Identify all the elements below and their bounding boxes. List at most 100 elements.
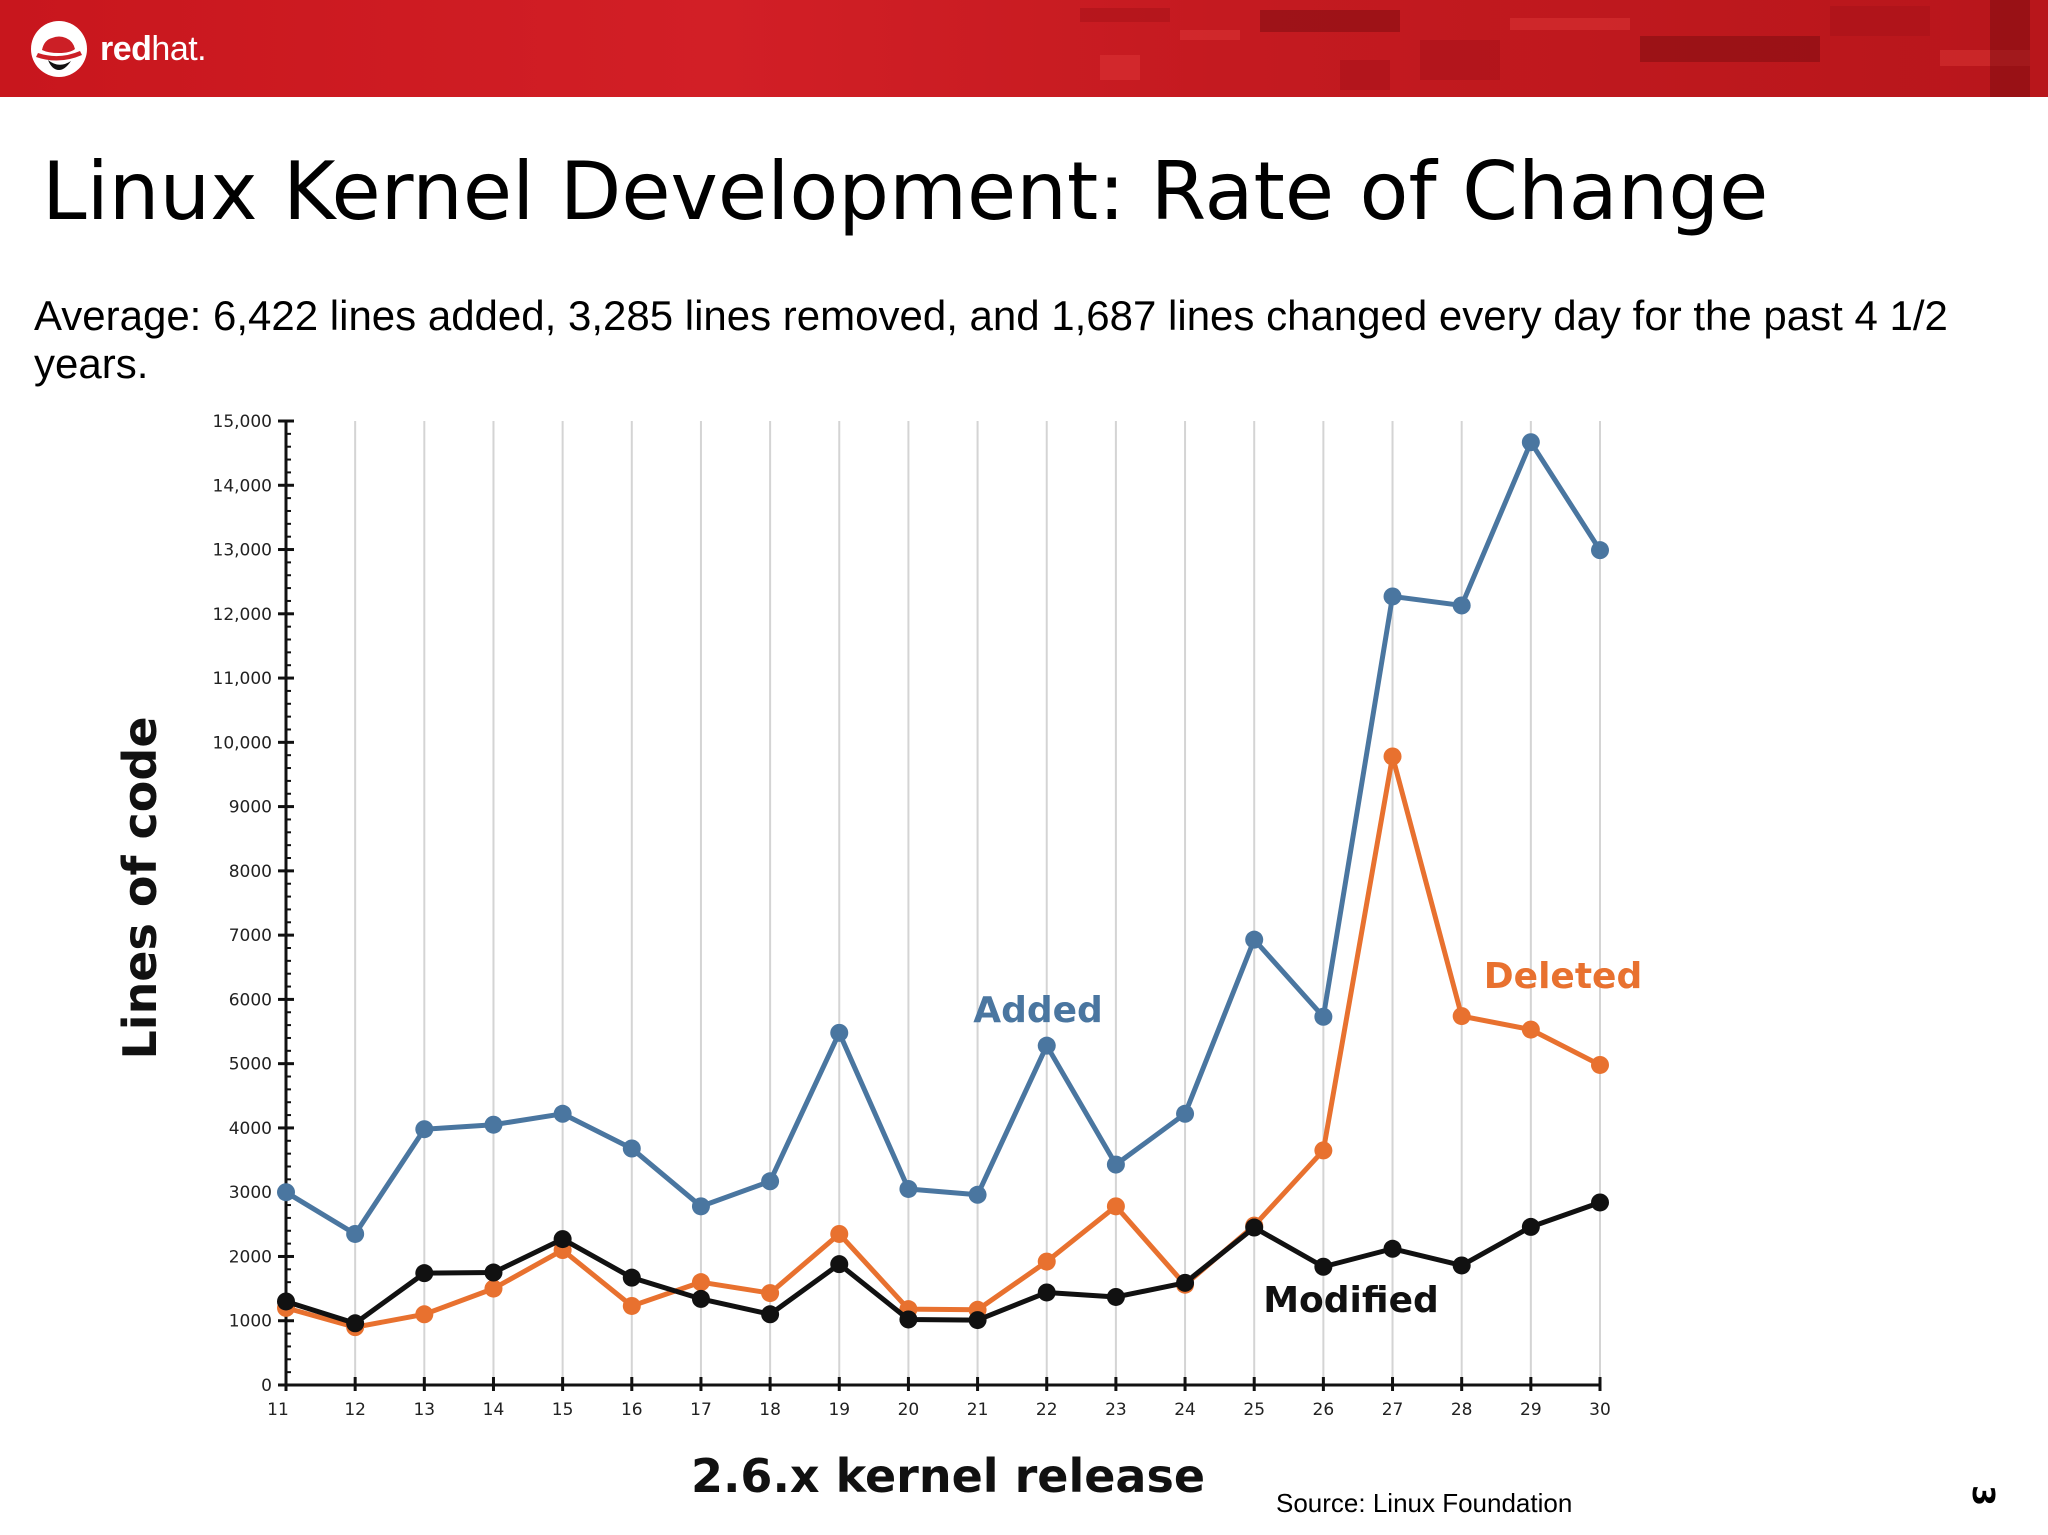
x-tick-label: 28 [1451, 1400, 1473, 1420]
data-point-deleted [830, 1224, 849, 1243]
data-point-modified [346, 1314, 365, 1333]
data-point-added [968, 1185, 987, 1204]
data-point-modified [1383, 1239, 1402, 1258]
redhat-logo: redhat. [30, 20, 207, 78]
data-point-added [346, 1224, 365, 1243]
data-point-added [553, 1104, 572, 1123]
y-tick-label: 0 [261, 1376, 272, 1396]
x-tick-label: 26 [1313, 1400, 1335, 1420]
data-point-deleted [1452, 1007, 1471, 1026]
data-point-added [484, 1115, 503, 1134]
data-point-modified [622, 1268, 641, 1287]
data-point-modified [1452, 1256, 1471, 1275]
y-tick-label: 13,000 [213, 541, 272, 561]
source-note: Source: Linux Foundation [1276, 1488, 1573, 1518]
data-point-modified [1591, 1193, 1609, 1212]
data-point-added [1314, 1007, 1333, 1026]
data-point-added [1037, 1036, 1056, 1055]
data-point-modified [1037, 1283, 1056, 1302]
data-point-deleted [1037, 1252, 1056, 1271]
data-point-deleted [761, 1284, 780, 1303]
data-point-modified [830, 1255, 849, 1274]
data-point-deleted [1314, 1141, 1333, 1160]
data-point-added [1245, 930, 1264, 949]
y-tick-label: 2000 [229, 1247, 272, 1267]
y-tick-label: 14,000 [213, 476, 272, 496]
x-tick-label: 27 [1382, 1400, 1404, 1420]
y-tick-label: 10,000 [213, 733, 272, 753]
y-tick-label: 9000 [229, 798, 272, 818]
data-point-modified [484, 1263, 503, 1282]
y-tick-label: 6000 [229, 990, 272, 1010]
series-line-modified [285, 1200, 1601, 1326]
data-point-modified [691, 1289, 710, 1308]
data-point-added [622, 1139, 641, 1158]
x-tick-label: 30 [1589, 1400, 1611, 1420]
data-point-modified [415, 1264, 434, 1283]
slide-title: Linux Kernel Development: Rate of Change [42, 145, 1769, 238]
redhat-shadowman-icon [31, 21, 87, 77]
data-point-added [1452, 596, 1471, 615]
y-tick-label: 1000 [229, 1312, 272, 1332]
data-point-added [761, 1172, 780, 1191]
data-point-modified [277, 1292, 295, 1311]
brand-text-bold: red [100, 29, 152, 68]
y-tick-label: 3000 [229, 1183, 272, 1203]
data-point-added [830, 1023, 849, 1042]
data-point-added [1521, 433, 1540, 452]
data-point-deleted [484, 1279, 503, 1298]
y-tick-label: 12,000 [213, 605, 272, 625]
data-point-added [691, 1197, 710, 1216]
data-point-deleted [1521, 1020, 1540, 1039]
data-point-modified [1314, 1257, 1333, 1276]
page-number: 3 [1964, 1485, 2000, 1506]
x-axis-label: 2.6.x kernel release [691, 1449, 1205, 1503]
x-tick-label: 13 [413, 1400, 435, 1420]
x-tick-label: 20 [898, 1400, 920, 1420]
y-tick-label: 11,000 [213, 669, 272, 689]
data-point-deleted [622, 1296, 641, 1315]
data-point-modified [1176, 1273, 1195, 1292]
brand-text-light: hat. [151, 29, 207, 68]
series-label-added: Added [973, 990, 1103, 1031]
y-tick-label: 15,000 [213, 412, 272, 432]
x-tick-label: 24 [1174, 1400, 1196, 1420]
data-point-added [1176, 1104, 1195, 1123]
data-point-modified [1245, 1218, 1264, 1237]
data-point-deleted [415, 1305, 434, 1324]
data-point-modified [761, 1305, 780, 1324]
y-tick-label: 8000 [229, 862, 272, 882]
x-tick-label: 14 [483, 1400, 505, 1420]
y-axis-label: Lines of code [113, 716, 167, 1059]
x-tick-label: 21 [967, 1400, 989, 1420]
x-tick-label: 23 [1105, 1400, 1127, 1420]
data-point-modified [553, 1230, 572, 1249]
data-point-deleted [691, 1273, 710, 1292]
data-point-added [899, 1179, 918, 1198]
y-tick-label: 4000 [229, 1119, 272, 1139]
header-banner: redhat. [0, 0, 2048, 97]
series-line-added [284, 439, 1603, 1237]
data-point-modified [1106, 1287, 1125, 1306]
y-tick-label: 7000 [229, 926, 272, 946]
x-tick-label: 17 [690, 1400, 712, 1420]
data-point-added [1383, 587, 1402, 606]
x-tick-label: 12 [344, 1400, 366, 1420]
x-tick-label: 25 [1243, 1400, 1265, 1420]
slide-subtitle: Average: 6,422 lines added, 3,285 lines … [34, 292, 1948, 387]
series-line-deleted [285, 753, 1602, 1330]
x-tick-label: 15 [552, 1400, 574, 1420]
data-point-deleted [1383, 747, 1402, 766]
data-point-deleted [1106, 1197, 1125, 1216]
x-tick-label: 19 [828, 1400, 850, 1420]
x-tick-label: 11 [267, 1400, 289, 1420]
data-point-added [277, 1183, 295, 1202]
data-point-added [415, 1120, 434, 1139]
data-point-deleted [1591, 1055, 1609, 1074]
data-point-added [1106, 1155, 1125, 1174]
x-tick-label: 18 [759, 1400, 781, 1420]
x-tick-label: 16 [621, 1400, 643, 1420]
x-tick-label: 29 [1520, 1400, 1542, 1420]
y-tick-label: 5000 [229, 1055, 272, 1075]
